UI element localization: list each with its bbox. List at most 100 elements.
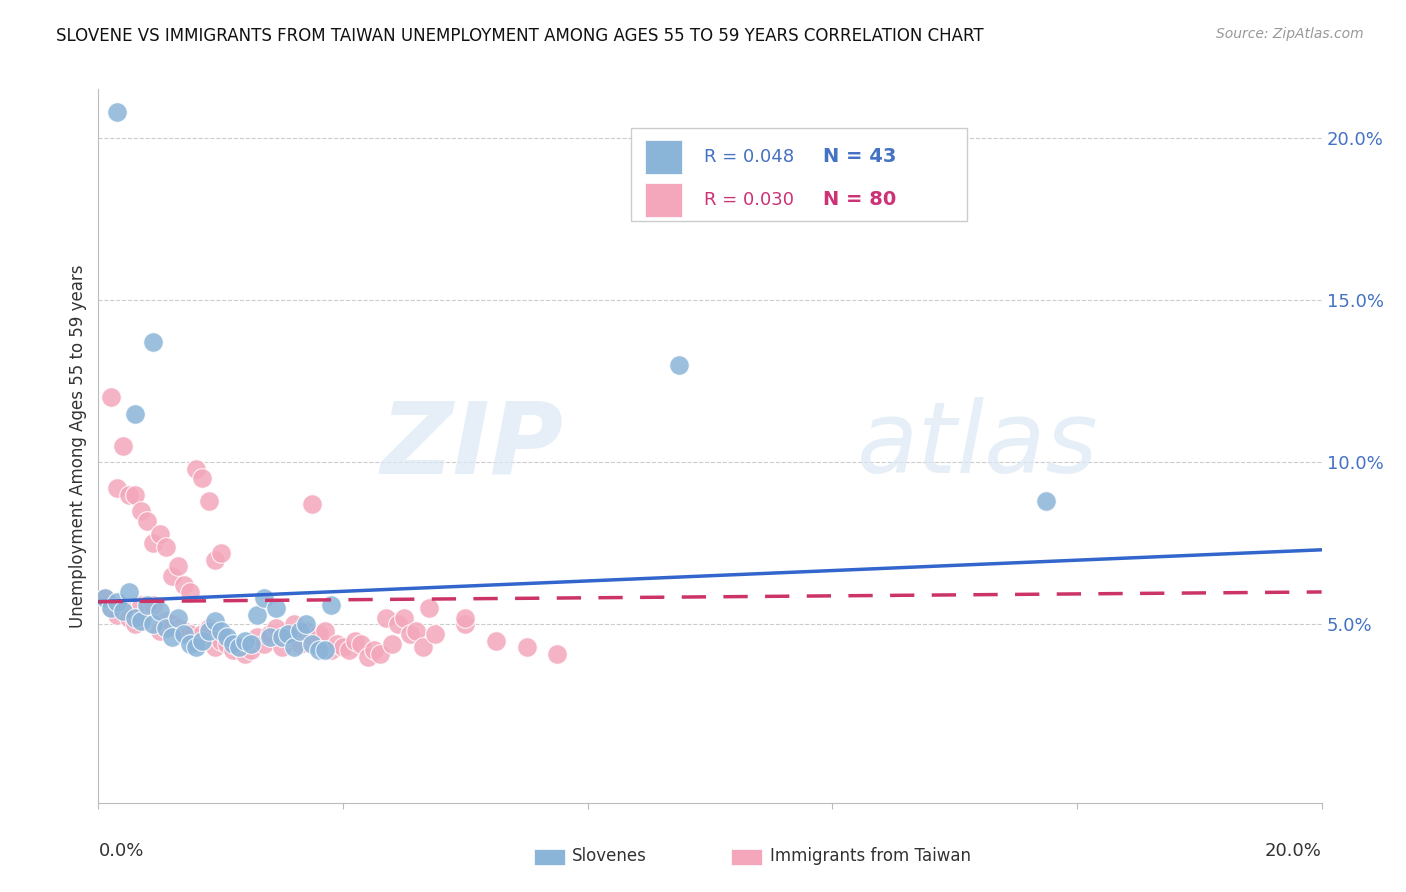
Point (412, 640, 434, 654)
Point (423, 627, 446, 641)
Point (124, 617, 146, 632)
Point (179, 627, 201, 641)
Text: Immigrants from Taiwan: Immigrants from Taiwan (770, 847, 972, 865)
Point (142, 617, 165, 632)
Point (295, 624, 318, 638)
Point (246, 631, 269, 645)
Point (191, 633, 214, 648)
Point (93, 591, 115, 606)
FancyBboxPatch shape (630, 128, 967, 221)
Point (301, 631, 323, 645)
Point (259, 627, 281, 641)
Point (314, 643, 336, 657)
Point (399, 627, 422, 641)
Point (319, 598, 342, 612)
Y-axis label: Unemployment Among Ages 55 to 59 years: Unemployment Among Ages 55 to 59 years (69, 264, 87, 628)
Point (179, 637, 201, 651)
Point (368, 647, 391, 661)
Point (350, 637, 373, 651)
Point (118, 488, 141, 502)
Point (546, 647, 568, 661)
Point (209, 624, 232, 638)
Point (246, 607, 269, 622)
Point (356, 649, 378, 664)
Point (118, 611, 141, 625)
Point (222, 637, 245, 651)
Point (516, 640, 538, 654)
Point (363, 643, 385, 657)
Text: atlas: atlas (856, 398, 1098, 494)
Point (392, 611, 416, 625)
Point (381, 637, 404, 651)
Point (136, 514, 159, 528)
Point (111, 439, 134, 453)
Point (136, 598, 159, 612)
Text: 20.0%: 20.0% (1265, 842, 1322, 860)
Point (197, 494, 219, 508)
Point (111, 604, 134, 618)
Point (204, 552, 226, 566)
Point (332, 640, 354, 654)
Point (142, 335, 165, 350)
Point (240, 643, 263, 657)
Point (326, 637, 349, 651)
Point (191, 471, 214, 485)
Point (240, 637, 263, 651)
Point (160, 631, 183, 645)
Point (142, 598, 165, 612)
Point (314, 624, 336, 638)
Point (344, 633, 367, 648)
Point (124, 488, 146, 502)
Point (228, 640, 250, 654)
Point (179, 585, 201, 599)
Point (283, 617, 305, 632)
Point (290, 637, 312, 651)
Point (295, 617, 318, 632)
Point (93, 591, 115, 606)
Point (186, 461, 208, 475)
Point (186, 640, 208, 654)
Point (111, 601, 134, 615)
Point (405, 624, 427, 638)
Point (149, 624, 172, 638)
Point (204, 614, 226, 628)
Text: SLOVENE VS IMMIGRANTS FROM TAIWAN UNEMPLOYMENT AMONG AGES 55 TO 59 YEARS CORRELA: SLOVENE VS IMMIGRANTS FROM TAIWAN UNEMPL… (56, 27, 984, 45)
Point (100, 601, 122, 615)
Point (264, 601, 287, 615)
Text: Source: ZipAtlas.com: Source: ZipAtlas.com (1216, 27, 1364, 41)
Point (290, 624, 312, 638)
Point (105, 595, 128, 609)
Point (136, 604, 159, 618)
Point (149, 526, 172, 541)
Point (167, 611, 190, 625)
Point (197, 621, 219, 635)
Point (105, 104, 128, 119)
Point (301, 637, 323, 651)
Point (105, 607, 128, 622)
Point (100, 601, 122, 615)
Point (215, 631, 238, 645)
Point (1035, 494, 1057, 508)
Text: R = 0.048: R = 0.048 (704, 148, 794, 166)
Point (118, 585, 141, 599)
Point (270, 631, 292, 645)
Point (100, 390, 122, 404)
Point (418, 601, 440, 615)
Point (124, 407, 146, 421)
Point (319, 643, 342, 657)
Point (209, 633, 232, 648)
Point (668, 358, 690, 372)
Point (204, 640, 226, 654)
Point (160, 617, 183, 632)
Point (129, 614, 152, 628)
Point (142, 536, 165, 550)
Point (485, 633, 508, 648)
Point (209, 546, 232, 560)
Point (167, 559, 190, 574)
Point (454, 617, 477, 632)
Point (301, 497, 323, 511)
Point (173, 578, 195, 592)
Point (277, 627, 299, 641)
Point (259, 631, 281, 645)
Text: Slovenes: Slovenes (572, 847, 647, 865)
